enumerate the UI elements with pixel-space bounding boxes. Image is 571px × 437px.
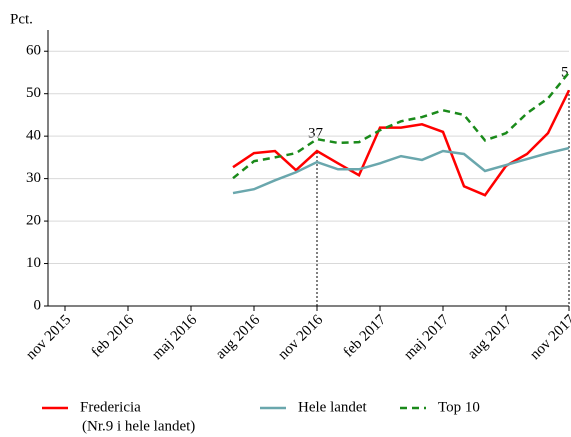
- x-tick-label: feb 2016: [89, 312, 138, 361]
- x-tick-label: nov 2017: [527, 312, 571, 363]
- legend-label: Hele landet: [298, 399, 368, 415]
- x-tick-label: aug 2017: [465, 312, 516, 363]
- y-tick-label: 40: [26, 128, 41, 144]
- series-line: [232, 89, 571, 197]
- x-tick-label: maj 2016: [149, 312, 200, 363]
- x-tick-label: maj 2017: [401, 312, 452, 363]
- y-tick-label: 50: [26, 85, 41, 101]
- annotation: 37: [308, 125, 324, 141]
- y-tick-label: 0: [34, 297, 42, 313]
- x-tick-label: feb 2017: [341, 312, 390, 361]
- y-tick-label: 20: [26, 213, 41, 229]
- y-axis-label: Pct.: [10, 11, 33, 27]
- series-line: [232, 146, 570, 195]
- legend-label: Top 10: [438, 399, 480, 415]
- y-tick-label: 10: [26, 255, 41, 271]
- legend-note: (Nr.9 i hele landet): [82, 418, 195, 434]
- x-tick-label: aug 2016: [213, 312, 264, 363]
- y-tick-label: 30: [26, 170, 41, 186]
- series-line: [232, 71, 570, 180]
- x-tick-label: nov 2015: [23, 312, 74, 363]
- y-tick-label: 60: [26, 43, 41, 59]
- x-tick-label: nov 2016: [275, 312, 326, 363]
- legend-label: Fredericia: [80, 399, 141, 415]
- annotation: 5: [561, 64, 569, 80]
